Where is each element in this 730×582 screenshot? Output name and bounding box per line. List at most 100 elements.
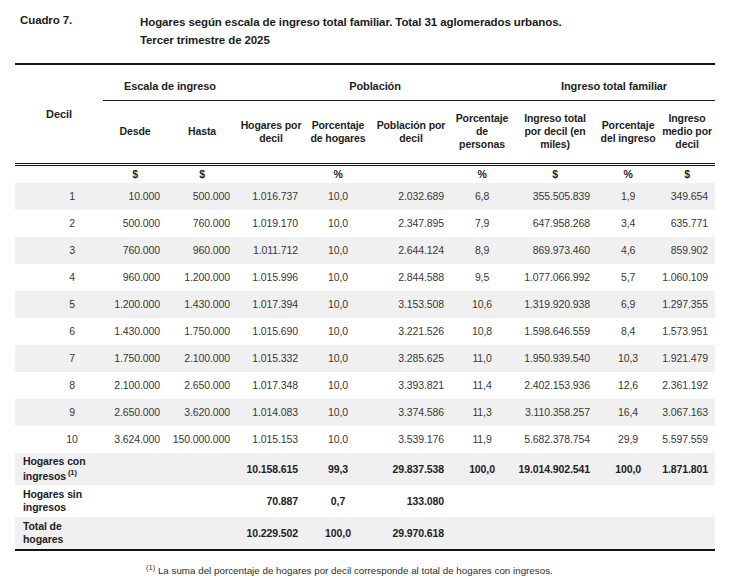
cell-pct_ingreso: 16,4	[597, 399, 659, 426]
cell-hogares: 1.015.996	[237, 264, 305, 291]
cell-pct_ingreso	[597, 517, 659, 550]
cell-hogares: 1.016.737	[237, 183, 305, 210]
cell-hasta	[167, 485, 237, 517]
col-header-hogares-por-decil: Hogares por decil	[237, 100, 305, 164]
group-header-ingreso: Ingreso total familiar	[513, 64, 715, 101]
cell-pct_hogares: 0,7	[305, 485, 371, 517]
unit-ingreso-medio: $	[659, 164, 715, 183]
cell-decil: 10	[15, 426, 103, 453]
cell-hogares: 1.019.170	[237, 210, 305, 237]
cell-decil: 3	[15, 237, 103, 264]
cell-poblacion: 3.285.625	[371, 345, 451, 372]
cell-pct_ingreso: 1,9	[597, 183, 659, 210]
cell-decil: 6	[15, 318, 103, 345]
group-header-poblacion: Población	[237, 64, 513, 101]
cell-ingreso_medio: 2.361.192	[659, 372, 715, 399]
decile-row: 61.430.0001.750.0001.015.69010,03.221.52…	[15, 318, 715, 345]
footnote-1: (1) La suma del porcentaje de hogares po…	[146, 561, 730, 579]
cell-pct_ingreso: 12,6	[597, 372, 659, 399]
cell-decil: 8	[15, 372, 103, 399]
cell-hasta	[167, 517, 237, 550]
cell-ingreso_total: 1.319.920.938	[513, 291, 597, 318]
col-header-desde: Desde	[103, 100, 167, 164]
cell-hasta: 3.620.000	[167, 399, 237, 426]
unit-desde: $	[103, 164, 167, 183]
unit-empty	[15, 164, 103, 183]
cell-pct_hogares: 10,0	[305, 399, 371, 426]
group-header-row: Decil Escala de ingreso Población Ingres…	[15, 64, 715, 101]
cell-pct_hogares: 10,0	[305, 183, 371, 210]
cell-hasta	[167, 453, 237, 485]
cell-pct_hogares: 99,3	[305, 453, 371, 485]
decile-row: 3760.000960.0001.011.71210,02.644.1248,9…	[15, 237, 715, 264]
cell-decil: 1	[15, 183, 103, 210]
cell-ingreso_medio	[659, 485, 715, 517]
unit-pct-hogares: %	[305, 164, 371, 183]
decile-row: 110.000500.0001.016.73710,02.032.6896,83…	[15, 183, 715, 210]
cell-hogares: 10.229.502	[237, 517, 305, 550]
cell-hogares: 1.014.083	[237, 399, 305, 426]
sub-header-row: Desde Hasta Hogares por decil Porcentaje…	[15, 100, 715, 164]
cell-hogares: 1.015.332	[237, 345, 305, 372]
cell-hasta: 2.650.000	[167, 372, 237, 399]
cell-pct_hogares: 10,0	[305, 345, 371, 372]
summary-label: Total de hogares	[15, 517, 103, 550]
cell-desde	[103, 485, 167, 517]
decile-row: 92.650.0003.620.0001.014.08310,03.374.58…	[15, 399, 715, 426]
summary-label: Hogares con ingresos (1)	[15, 453, 103, 485]
cell-desde: 2.650.000	[103, 399, 167, 426]
cell-ingreso_total: 647.958.268	[513, 210, 597, 237]
cell-desde	[103, 517, 167, 550]
cell-pct_ingreso: 4,6	[597, 237, 659, 264]
cell-pct_hogares: 10,0	[305, 264, 371, 291]
units-row: $ $ % % $ % $	[15, 164, 715, 183]
cell-ingreso_medio: 859.902	[659, 237, 715, 264]
cell-hasta: 2.100.000	[167, 345, 237, 372]
table-title: Hogares según escala de ingreso total fa…	[140, 14, 562, 50]
cell-desde: 2.100.000	[103, 372, 167, 399]
col-header-poblacion-por-decil: Población por decil	[371, 100, 451, 164]
cell-ingreso_medio: 1.060.109	[659, 264, 715, 291]
cell-desde: 1.430.000	[103, 318, 167, 345]
cell-desde: 500.000	[103, 210, 167, 237]
cell-hasta: 1.200.000	[167, 264, 237, 291]
cell-pct_ingreso	[597, 485, 659, 517]
cell-decil: 2	[15, 210, 103, 237]
decile-row: 2500.000760.0001.019.17010,02.347.8957,9…	[15, 210, 715, 237]
col-header-hasta: Hasta	[167, 100, 237, 164]
cell-ingreso_total: 355.505.839	[513, 183, 597, 210]
cell-poblacion: 29.837.538	[371, 453, 451, 485]
cell-pct_ingreso: 100,0	[597, 453, 659, 485]
cell-pct_hogares: 10,0	[305, 426, 371, 453]
income-decile-table: Decil Escala de ingreso Población Ingres…	[15, 63, 715, 551]
cell-pct_hogares: 10,0	[305, 237, 371, 264]
cell-poblacion: 29.970.618	[371, 517, 451, 550]
cell-pct_personas	[451, 517, 513, 550]
table-title-line1: Hogares según escala de ingreso total fa…	[140, 14, 562, 32]
col-header-porcentaje-ingreso: Porcentaje del ingreso	[597, 100, 659, 164]
cell-poblacion: 3.393.821	[371, 372, 451, 399]
cell-poblacion: 3.221.526	[371, 318, 451, 345]
col-header-ingreso-total-decil: Ingreso total por decil (en miles)	[513, 100, 597, 164]
cell-pct_personas: 11,9	[451, 426, 513, 453]
cell-pct_ingreso: 3,4	[597, 210, 659, 237]
cell-desde: 1.200.000	[103, 291, 167, 318]
cell-ingreso_total: 3.110.358.257	[513, 399, 597, 426]
cell-hogares: 1.017.394	[237, 291, 305, 318]
decile-row: 71.750.0002.100.0001.015.33210,03.285.62…	[15, 345, 715, 372]
table-body: 110.000500.0001.016.73710,02.032.6896,83…	[15, 183, 715, 550]
cell-pct_personas: 11,0	[451, 345, 513, 372]
cell-hasta: 150.000.000	[167, 426, 237, 453]
cell-desde: 3.624.000	[103, 426, 167, 453]
cell-hogares: 1.015.690	[237, 318, 305, 345]
cell-ingreso_medio: 1.871.801	[659, 453, 715, 485]
cell-ingreso_total	[513, 485, 597, 517]
cell-hogares: 1.011.712	[237, 237, 305, 264]
col-header-porcentaje-personas: Porcentaje de personas	[451, 100, 513, 164]
cell-pct_hogares: 10,0	[305, 318, 371, 345]
unit-ingreso-total: $	[513, 164, 597, 183]
cell-pct_ingreso: 10,3	[597, 345, 659, 372]
cell-pct_ingreso: 29,9	[597, 426, 659, 453]
cell-pct_personas: 11,3	[451, 399, 513, 426]
cell-decil: 4	[15, 264, 103, 291]
